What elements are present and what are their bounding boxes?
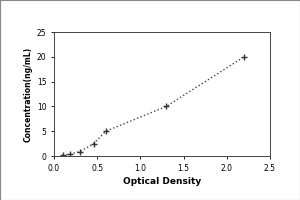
X-axis label: Optical Density: Optical Density <box>123 177 201 186</box>
Y-axis label: Concentration(ng/mL): Concentration(ng/mL) <box>24 46 33 142</box>
